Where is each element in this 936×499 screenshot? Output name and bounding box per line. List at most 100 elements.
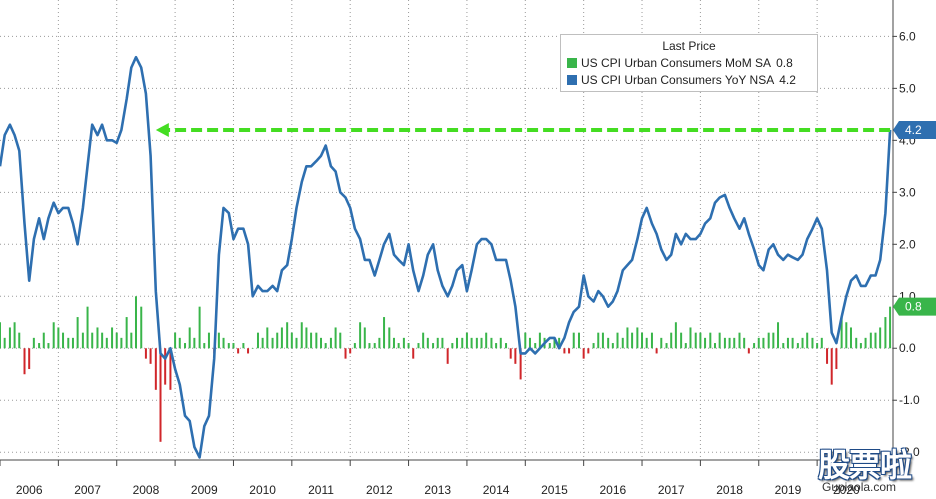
mom-bar xyxy=(67,337,70,349)
legend-label-mom: US CPI Urban Consumers MoM SA xyxy=(581,56,772,70)
mom-bar xyxy=(475,337,478,349)
mom-bar xyxy=(626,327,629,349)
mom-bar xyxy=(680,332,683,349)
x-tick-label: 2006 xyxy=(16,483,43,497)
y-tick-label: 2.0 xyxy=(899,237,916,251)
mom-bar xyxy=(441,337,444,349)
mom-bar xyxy=(47,343,50,349)
mom-bar xyxy=(164,348,167,385)
y-tick-label: 6.0 xyxy=(899,29,916,43)
mom-bar xyxy=(3,337,6,349)
mom-bar xyxy=(694,332,697,349)
mom-bar xyxy=(884,317,887,349)
mom-bar xyxy=(845,322,848,349)
mom-bar xyxy=(806,332,809,349)
mom-bar xyxy=(62,332,65,349)
watermark: 股票啦 Gupiaola.com xyxy=(818,440,936,499)
mom-bar xyxy=(816,343,819,349)
mom-bar xyxy=(198,306,201,349)
mom-bar xyxy=(310,332,313,349)
mom-bar xyxy=(718,332,721,349)
y-tick-label: -2.0 xyxy=(899,445,920,459)
mom-bar xyxy=(52,322,55,349)
mom-bar xyxy=(728,337,731,349)
mom-bar xyxy=(480,337,483,349)
mom-bar xyxy=(451,343,454,349)
mom-bar xyxy=(359,322,362,349)
legend-label-yoy: US CPI Urban Consumers YoY NSA xyxy=(581,73,775,87)
mom-bar xyxy=(295,337,298,349)
mom-bar xyxy=(465,332,468,349)
mom-bar xyxy=(402,337,405,349)
mom-bar xyxy=(738,332,741,349)
y-tick-label: -1.0 xyxy=(899,393,920,407)
mom-bar xyxy=(558,337,561,349)
mom-bar xyxy=(777,322,780,349)
mom-bar xyxy=(874,332,877,349)
mom-bar xyxy=(422,332,425,349)
mom-bar xyxy=(753,343,756,349)
mom-bar xyxy=(826,348,829,364)
mom-bar xyxy=(568,348,571,354)
mom-bar xyxy=(203,343,206,349)
mom-bar xyxy=(446,348,449,364)
mom-bar xyxy=(840,317,843,349)
mom-bar xyxy=(71,337,74,349)
x-tick-label: 2015 xyxy=(541,483,568,497)
mom-bar xyxy=(0,322,1,349)
mom-bar xyxy=(597,332,600,349)
mom-bar xyxy=(300,322,303,349)
mom-bar xyxy=(762,337,765,349)
mom-bar xyxy=(363,327,366,349)
mom-bar xyxy=(699,332,702,349)
mom-bar xyxy=(222,337,225,349)
mom-bar xyxy=(339,332,342,349)
mom-bar xyxy=(631,332,634,349)
mom-bar xyxy=(81,332,84,349)
mom-bar xyxy=(859,343,862,349)
mom-bar xyxy=(256,332,259,349)
mom-bar xyxy=(261,337,264,349)
legend-swatch-mom xyxy=(567,58,577,68)
x-tick-label: 2016 xyxy=(599,483,626,497)
mom-bar xyxy=(432,343,435,349)
mom-bar xyxy=(305,327,308,349)
mom-bar xyxy=(251,348,254,349)
mom-bar xyxy=(174,332,177,349)
mom-bar xyxy=(684,343,687,349)
mom-bar xyxy=(184,343,187,349)
mom-bar xyxy=(461,337,464,349)
mom-bar xyxy=(207,332,210,349)
mom-bar xyxy=(134,296,137,349)
mom-bar xyxy=(378,337,381,349)
mom-bar xyxy=(436,337,439,349)
mom-bar xyxy=(524,332,527,349)
mom-bar xyxy=(855,337,858,349)
mom-bar xyxy=(426,337,429,349)
mom-bar xyxy=(101,332,104,349)
mom-bar xyxy=(140,306,143,349)
mom-bar xyxy=(849,327,852,349)
mom-bar xyxy=(548,343,551,349)
x-tick-label: 2010 xyxy=(249,483,276,497)
mom-bar xyxy=(514,348,517,364)
mom-bar xyxy=(42,332,45,349)
x-tick-label: 2012 xyxy=(366,483,393,497)
mom-bar xyxy=(704,337,707,349)
mom-bar xyxy=(509,348,512,359)
mom-bar xyxy=(660,337,663,349)
mom-bar xyxy=(383,317,386,349)
legend-value-mom: 0.8 xyxy=(776,56,793,70)
x-tick-label: 2017 xyxy=(658,483,685,497)
mom-bar xyxy=(534,343,537,349)
mom-bar xyxy=(820,337,823,349)
mom-bar xyxy=(495,343,498,349)
mom-bar xyxy=(407,343,410,349)
mom-bar xyxy=(519,348,522,380)
mom-bar xyxy=(577,332,580,349)
mom-bar xyxy=(266,327,269,349)
mom-bar xyxy=(864,337,867,349)
watermark-url: Gupiaola.com xyxy=(822,480,897,494)
mom-bar xyxy=(869,332,872,349)
